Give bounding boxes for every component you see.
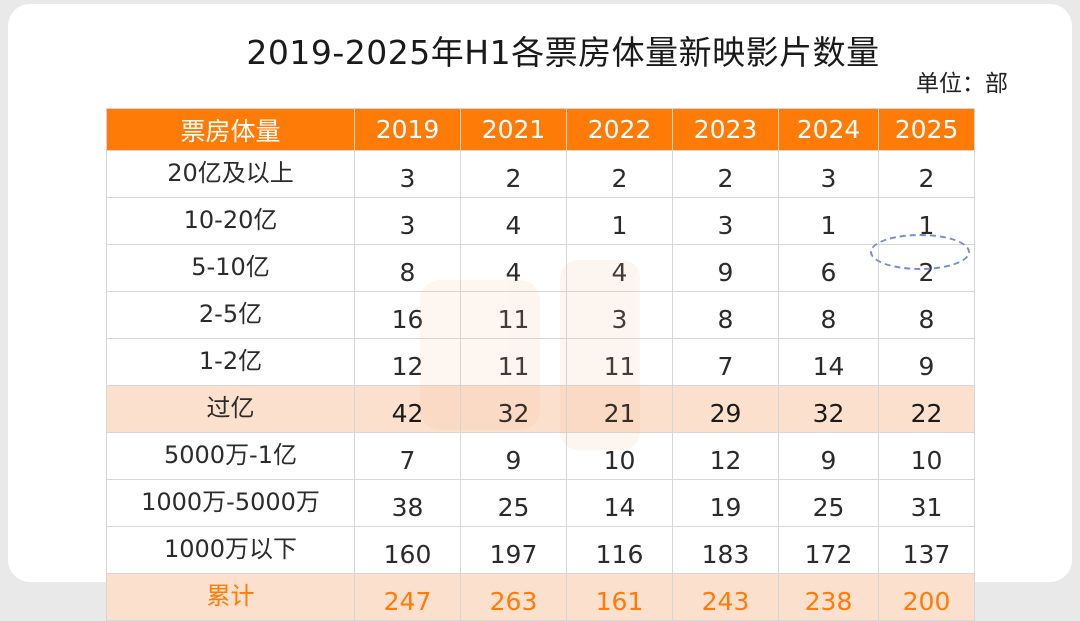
table-cell: 4 [460, 197, 567, 245]
row-label: 1000万以下 [106, 526, 355, 574]
table-cell: 197 [460, 526, 567, 574]
table-cell: 25 [778, 479, 879, 527]
table-cell: 21 [566, 385, 673, 433]
table-cell: 8 [778, 291, 879, 339]
table-cell: 3 [354, 197, 461, 245]
table-cell: 7 [672, 338, 779, 386]
table-cell: 243 [672, 573, 779, 621]
header-cell-category: 票房体量 [106, 108, 355, 151]
table-cell: 160 [354, 526, 461, 574]
table-cell: 137 [878, 526, 975, 574]
table-cell: 2 [566, 150, 673, 198]
table-cell: 22 [878, 385, 975, 433]
table-cell: 2 [878, 244, 975, 292]
table-cell: 4 [566, 244, 673, 292]
data-table: 票房体量 2019 2021 2022 2023 2024 2025 20亿及以… [106, 108, 975, 621]
table-cell: 11 [460, 291, 567, 339]
table-cell: 29 [672, 385, 779, 433]
table-cell: 3 [354, 150, 461, 198]
table-cell: 12 [354, 338, 461, 386]
table-header-row: 票房体量 2019 2021 2022 2023 2024 2025 [106, 108, 975, 151]
table-row: 5000万-1亿 7 9 10 12 9 10 [106, 432, 975, 480]
table-row: 1000万以下 160 197 116 183 172 137 [106, 526, 975, 574]
table-cell: 11 [566, 338, 673, 386]
table-row: 5-10亿 8 4 4 9 6 2 [106, 244, 975, 292]
unit-label: 单位：部 [916, 71, 1008, 97]
table-cell: 8 [878, 291, 975, 339]
table-cell: 42 [354, 385, 461, 433]
table-cell: 31 [878, 479, 975, 527]
table-cell: 25 [460, 479, 567, 527]
table-cell: 3 [566, 291, 673, 339]
table-cell: 9 [460, 432, 567, 480]
table-cell: 14 [778, 338, 879, 386]
row-label: 5-10亿 [106, 244, 355, 292]
table-cell: 12 [672, 432, 779, 480]
table-row: 过亿 42 32 21 29 32 22 [106, 385, 975, 433]
table-row: 1000万-5000万 38 25 14 19 25 31 [106, 479, 975, 527]
table-cell: 2 [672, 150, 779, 198]
row-label: 10-20亿 [106, 197, 355, 245]
table-cell: 172 [778, 526, 879, 574]
table-cell: 10 [566, 432, 673, 480]
header-cell-year: 2021 [460, 108, 567, 151]
table-cell: 247 [354, 573, 461, 621]
table-cell: 238 [778, 573, 879, 621]
row-label: 1-2亿 [106, 338, 355, 386]
table-row: 1-2亿 12 11 11 7 14 9 [106, 338, 975, 386]
table-cell: 7 [354, 432, 461, 480]
table-cell: 6 [778, 244, 879, 292]
table-cell: 183 [672, 526, 779, 574]
table-cell: 4 [460, 244, 567, 292]
row-label: 2-5亿 [106, 291, 355, 339]
row-label: 过亿 [106, 385, 355, 433]
table-cell: 161 [566, 573, 673, 621]
row-label: 5000万-1亿 [106, 432, 355, 480]
table-row: 累计 247 263 161 243 238 200 [106, 573, 975, 621]
table-row: 20亿及以上 3 2 2 2 3 2 [106, 150, 975, 198]
header-cell-year: 2024 [778, 108, 879, 151]
table-cell: 3 [778, 150, 879, 198]
table-row: 2-5亿 16 11 3 8 8 8 [106, 291, 975, 339]
table-cell: 32 [460, 385, 567, 433]
table-cell: 32 [778, 385, 879, 433]
header-cell-year: 2019 [354, 108, 461, 151]
table-cell: 9 [778, 432, 879, 480]
page-title: 2019-2025年H1各票房体量新映影片数量 [246, 33, 880, 72]
table-cell: 10 [878, 432, 975, 480]
row-label: 20亿及以上 [106, 150, 355, 198]
table-cell: 2 [878, 150, 975, 198]
table-cell: 8 [354, 244, 461, 292]
table-cell: 11 [460, 338, 567, 386]
table-cell: 19 [672, 479, 779, 527]
table-cell: 263 [460, 573, 567, 621]
row-label: 1000万-5000万 [106, 479, 355, 527]
header-cell-year: 2022 [566, 108, 673, 151]
table-cell: 16 [354, 291, 461, 339]
table-cell: 1 [566, 197, 673, 245]
table-cell: 9 [672, 244, 779, 292]
table-cell: 1 [878, 197, 975, 245]
table-cell: 2 [460, 150, 567, 198]
table-cell: 1 [778, 197, 879, 245]
table-cell: 9 [878, 338, 975, 386]
header-cell-year: 2025 [878, 108, 975, 151]
table-cell: 14 [566, 479, 673, 527]
table-row: 10-20亿 3 4 1 3 1 1 [106, 197, 975, 245]
table-cell: 200 [878, 573, 975, 621]
table-cell: 116 [566, 526, 673, 574]
header-cell-year: 2023 [672, 108, 779, 151]
table-cell: 3 [672, 197, 779, 245]
row-label: 累计 [106, 573, 355, 621]
table-cell: 38 [354, 479, 461, 527]
table-cell: 8 [672, 291, 779, 339]
